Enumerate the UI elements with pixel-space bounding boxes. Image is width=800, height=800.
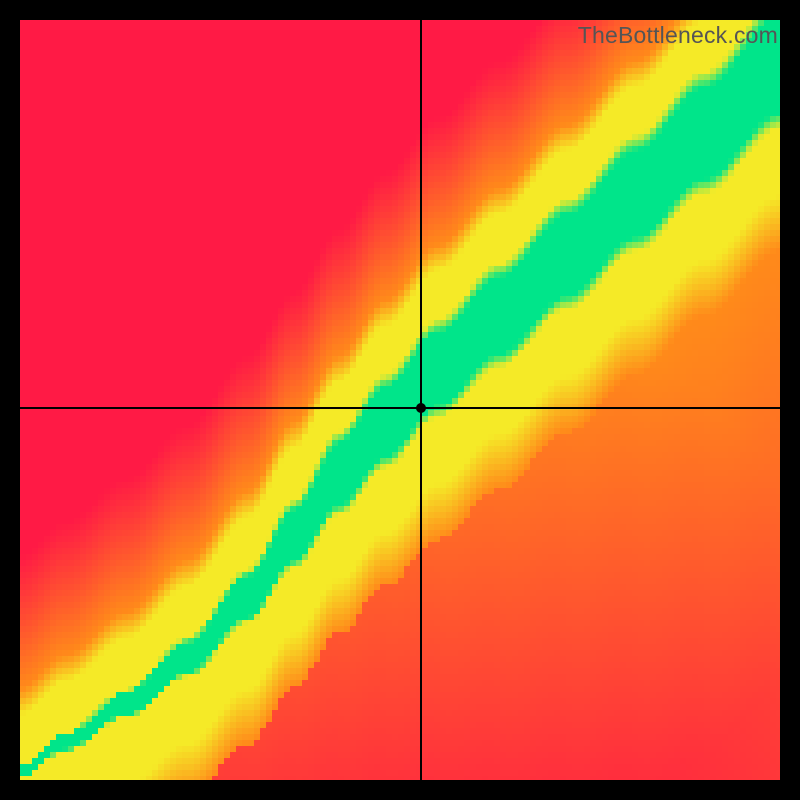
plot-area: TheBottleneck.com (20, 20, 780, 780)
crosshair-horizontal (20, 407, 780, 409)
crosshair-dot (416, 403, 426, 413)
heatmap-canvas (20, 20, 780, 780)
crosshair-vertical (420, 20, 422, 780)
watermark-text: TheBottleneck.com (578, 22, 778, 49)
